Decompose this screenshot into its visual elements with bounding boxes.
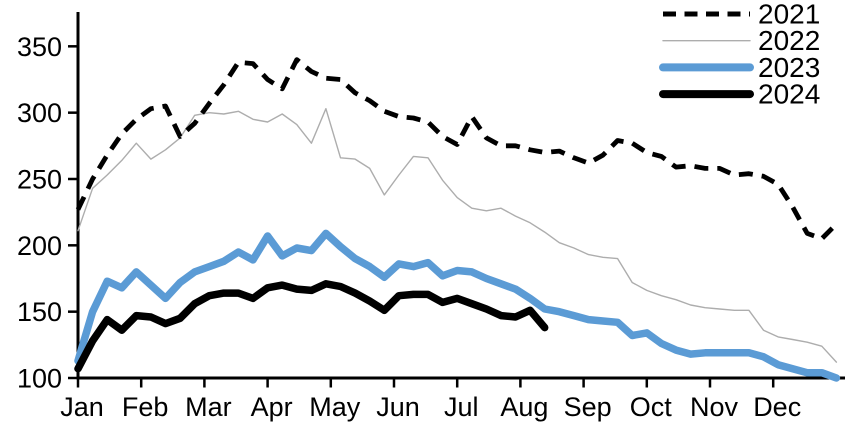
y-tick-label-200: 200 bbox=[17, 231, 62, 261]
x-tick-label-mar: Mar bbox=[185, 392, 232, 422]
x-tick-label-apr: Apr bbox=[251, 392, 293, 422]
x-tick-label-may: May bbox=[309, 392, 361, 422]
y-tick-label-350: 350 bbox=[17, 32, 62, 62]
x-tick-label-dec: Dec bbox=[753, 392, 801, 422]
x-tick-label-jun: Jun bbox=[376, 392, 420, 422]
x-tick-label-feb: Feb bbox=[122, 392, 169, 422]
x-tick-label-sep: Sep bbox=[564, 392, 612, 422]
legend-label-2022: 2022 bbox=[758, 25, 820, 56]
y-tick-label-150: 150 bbox=[17, 297, 62, 327]
legend-label-2024: 2024 bbox=[758, 79, 820, 110]
series-line-2021 bbox=[75, 57, 839, 242]
y-tick-label-300: 300 bbox=[17, 98, 62, 128]
series-line-2023 bbox=[74, 229, 841, 382]
x-tick-label-aug: Aug bbox=[500, 392, 548, 422]
series-line-2024 bbox=[74, 280, 549, 373]
x-tick-label-jul: Jul bbox=[444, 392, 479, 422]
y-tick-label-250: 250 bbox=[17, 164, 62, 194]
x-tick-label-nov: Nov bbox=[690, 392, 739, 422]
legend-label-2021: 2021 bbox=[758, 0, 820, 30]
x-tick-label-oct: Oct bbox=[630, 392, 673, 422]
x-tick-label-jan: Jan bbox=[60, 392, 104, 422]
y-tick-label-100: 100 bbox=[17, 364, 62, 394]
legend-label-2023: 2023 bbox=[758, 52, 820, 83]
